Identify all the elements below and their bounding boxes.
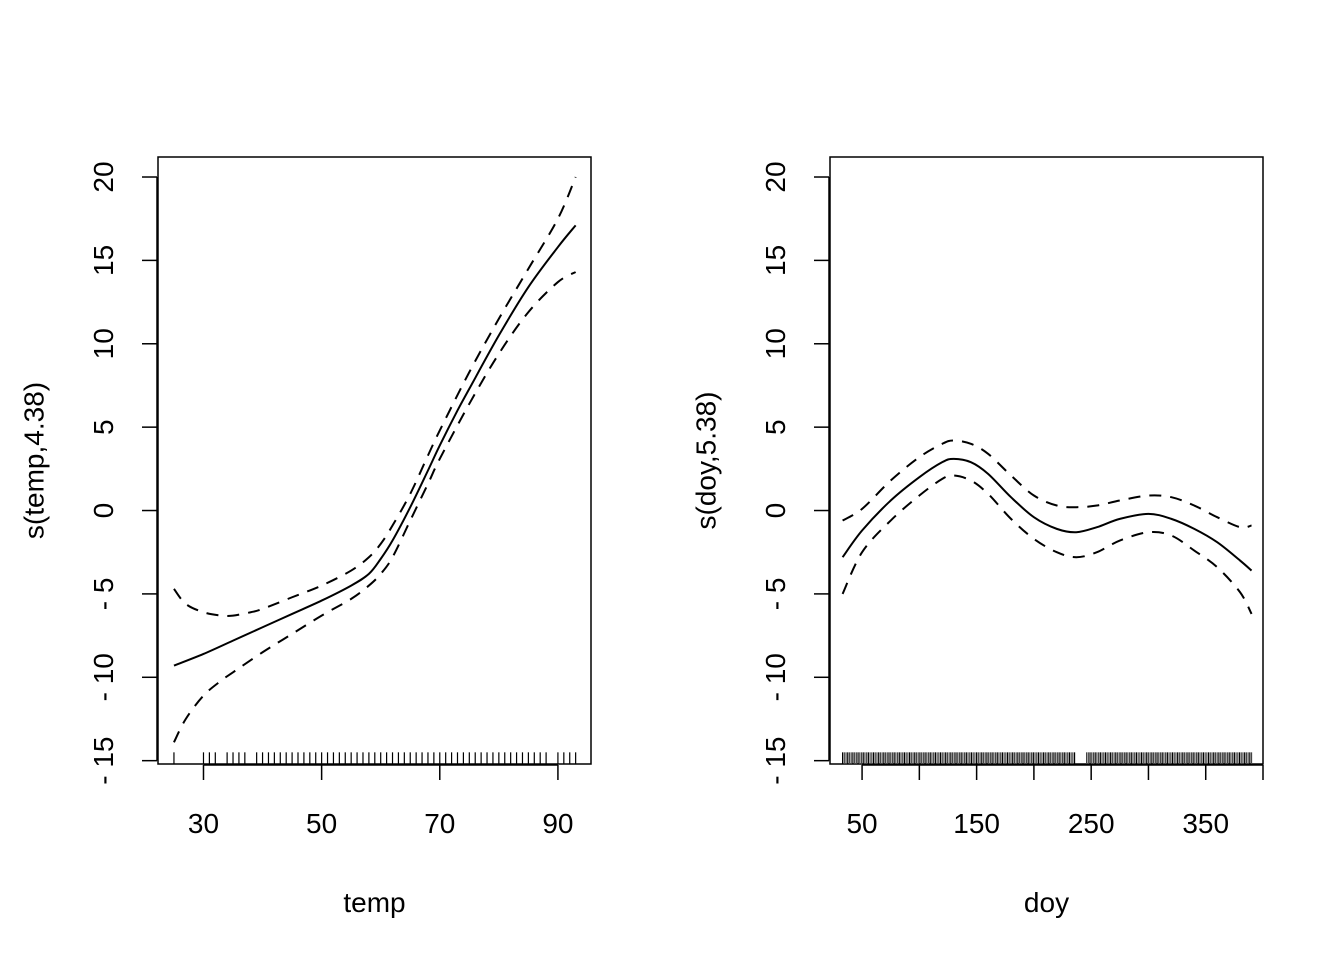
smooth-fit-line	[841, 457, 1253, 572]
x-tick-label: 50	[846, 808, 877, 839]
smooth-fit-line	[173, 224, 577, 667]
x-tick-label: 250	[1068, 808, 1115, 839]
y-tick-label: - 15	[88, 737, 119, 785]
x-axis-title: temp	[343, 887, 405, 918]
y-tick-label: 15	[88, 245, 119, 276]
chart-panel-1: 30 50 70 90 - 15 - 10 - 5 0 5 10 15 20 temp s(temp,4.…	[19, 156, 592, 918]
x-tick-label: 70	[424, 808, 455, 839]
x-tick-label: 350	[1182, 808, 1229, 839]
y-axis-title: s(doy,5.38)	[691, 392, 722, 530]
y-tick-label: - 10	[88, 653, 119, 701]
y-tick-label: 15	[760, 245, 791, 276]
y-tick-label: 5	[760, 419, 791, 435]
x-axis-title: doy	[1024, 887, 1069, 918]
x-tick-label: 50	[306, 808, 337, 839]
y-tick-label: - 5	[88, 578, 119, 611]
y-tick-label: - 5	[760, 578, 791, 611]
y-tick-label: 20	[760, 161, 791, 192]
y-axis-title: s(temp,4.38)	[19, 382, 50, 539]
x-tick-label: 30	[188, 808, 219, 839]
confidence-band-lower	[841, 474, 1253, 615]
y-tick-label: 5	[88, 419, 119, 435]
plot-frame	[157, 156, 592, 765]
y-tick-label: 20	[88, 161, 119, 192]
y-tick-label: - 15	[760, 737, 791, 785]
y-tick-label: 0	[88, 503, 119, 519]
confidence-band-upper	[842, 439, 1252, 529]
confidence-band-upper	[173, 176, 577, 618]
chart-panel-2: 50 150 250 350 - 15 - 10 - 5 0 5 10 15 20 doy s(doy,5…	[691, 156, 1264, 918]
plot-frame	[829, 156, 1264, 765]
y-tick-label: 10	[88, 328, 119, 359]
x-tick-label: 150	[953, 808, 1000, 839]
y-tick-label: - 10	[760, 653, 791, 701]
x-tick-label: 90	[542, 808, 573, 839]
confidence-band-lower	[173, 271, 577, 743]
y-tick-label: 10	[760, 328, 791, 359]
y-tick-label: 0	[760, 503, 791, 519]
